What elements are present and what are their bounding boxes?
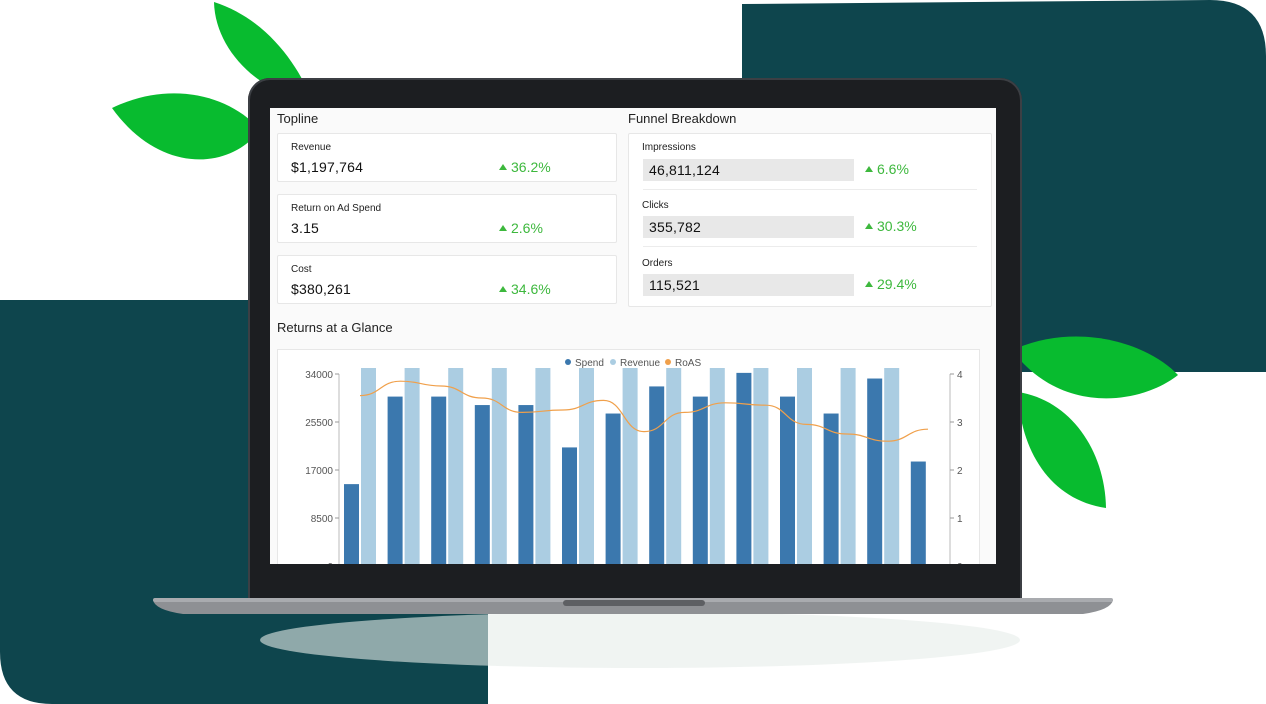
impressions-value: 46,811,124: [649, 162, 721, 178]
returns-title: Returns at a Glance: [277, 320, 393, 335]
left-tick-label: 34000: [305, 370, 333, 381]
revenue-bar: [404, 368, 420, 564]
laptop-base: [153, 598, 1113, 614]
impressions-label: Impressions: [642, 142, 696, 153]
right-tick-label: 3: [957, 418, 963, 429]
clicks-delta: 30.3%: [865, 218, 917, 234]
orders-value: 115,521: [649, 277, 700, 293]
spend-bar: [387, 396, 403, 564]
orders-delta: 29.4%: [865, 276, 917, 292]
up-arrow-icon: [499, 286, 507, 292]
roas-label: Return on Ad Spend: [291, 203, 382, 214]
divider: [643, 189, 977, 190]
clicks-bar: [643, 216, 854, 238]
left-tick-label: 8500: [311, 514, 334, 525]
up-arrow-icon: [499, 225, 507, 231]
orders-bar: [643, 274, 854, 296]
up-arrow-icon: [865, 281, 873, 287]
revenue-bar: [797, 368, 812, 564]
legend-marker: [610, 359, 616, 365]
dashboard-screen: Topline Funnel Breakdown Revenue $1,197,…: [270, 108, 996, 564]
spend-bar: [823, 413, 839, 564]
spend-bar: [780, 396, 795, 564]
impressions-bar: [643, 159, 854, 181]
legend-marker: [665, 359, 671, 365]
divider: [643, 246, 977, 247]
clicks-delta-text: 30.3%: [877, 218, 917, 234]
revenue-bar: [709, 368, 725, 564]
cost-label: Cost: [291, 264, 312, 275]
legend-label: Spend: [575, 358, 604, 369]
spend-bar: [518, 405, 534, 564]
revenue-bar: [448, 368, 464, 564]
left-tick-label: 0: [327, 562, 333, 564]
revenue-delta-text: 36.2%: [511, 159, 551, 175]
revenue-bar: [753, 368, 769, 564]
clicks-value: 355,782: [649, 219, 702, 235]
up-arrow-icon: [865, 223, 873, 229]
spend-bar: [344, 484, 359, 564]
left-tick-label: 17000: [305, 466, 333, 477]
revenue-bar: [884, 368, 900, 564]
revenue-value: $1,197,764: [291, 159, 364, 175]
returns-chart-card: 0 8500 17000 25500 34000 0 1 2 3 4 Spend Revenue RoA…: [277, 349, 980, 564]
legend-marker: [565, 359, 571, 365]
topline-title: Topline: [277, 111, 319, 126]
revenue-bar: [840, 368, 856, 564]
impressions-delta: 6.6%: [865, 161, 909, 177]
cost-value: $380,261: [291, 281, 351, 297]
orders-delta-text: 29.4%: [877, 276, 917, 292]
spend-bar: [736, 372, 752, 564]
revenue-bar: [491, 368, 507, 564]
cost-card[interactable]: Cost $380,261 34.6%: [277, 255, 617, 304]
spend-bar: [562, 447, 577, 564]
revenue-label: Revenue: [291, 142, 332, 153]
impressions-delta-text: 6.6%: [877, 161, 909, 177]
spend-bar: [474, 405, 490, 564]
spend-bar: [605, 413, 621, 564]
legend-label: RoAS: [675, 358, 701, 369]
funnel-title: Funnel Breakdown: [628, 111, 737, 126]
revenue-bar: [579, 368, 594, 564]
revenue-bar: [666, 368, 682, 564]
roas-line: [359, 380, 929, 442]
returns-chart: 0 8500 17000 25500 34000 0 1 2 3 4 Spend Revenue RoA…: [305, 358, 963, 564]
revenue-bar: [361, 368, 376, 564]
roas-card[interactable]: Return on Ad Spend 3.15 2.6%: [277, 194, 617, 243]
right-tick-label: 2: [957, 466, 963, 477]
spend-bar: [692, 396, 708, 564]
spend-bar: [649, 386, 665, 564]
cost-delta: 34.6%: [499, 281, 551, 297]
clicks-label: Clicks: [642, 200, 669, 211]
roas-value: 3.15: [291, 220, 320, 236]
roas-delta-text: 2.6%: [511, 220, 543, 236]
orders-label: Orders: [642, 258, 673, 269]
right-tick-label: 0: [957, 562, 963, 564]
revenue-delta: 36.2%: [499, 159, 551, 175]
right-tick-label: 1: [957, 514, 963, 525]
roas-delta: 2.6%: [499, 220, 543, 236]
legend-label: Revenue: [620, 358, 660, 369]
cost-delta-text: 34.6%: [511, 281, 551, 297]
revenue-bar: [622, 368, 638, 564]
spend-bar: [910, 461, 926, 564]
spend-bar: [431, 396, 447, 564]
spend-bar: [867, 378, 883, 564]
funnel-card: Impressions 46,811,124 6.6% Clicks 355,7…: [628, 133, 992, 307]
up-arrow-icon: [499, 164, 507, 170]
up-arrow-icon: [865, 166, 873, 172]
left-tick-label: 25500: [305, 418, 333, 429]
revenue-bar: [535, 368, 551, 564]
right-tick-label: 4: [957, 370, 963, 381]
revenue-card[interactable]: Revenue $1,197,764 36.2%: [277, 133, 617, 182]
